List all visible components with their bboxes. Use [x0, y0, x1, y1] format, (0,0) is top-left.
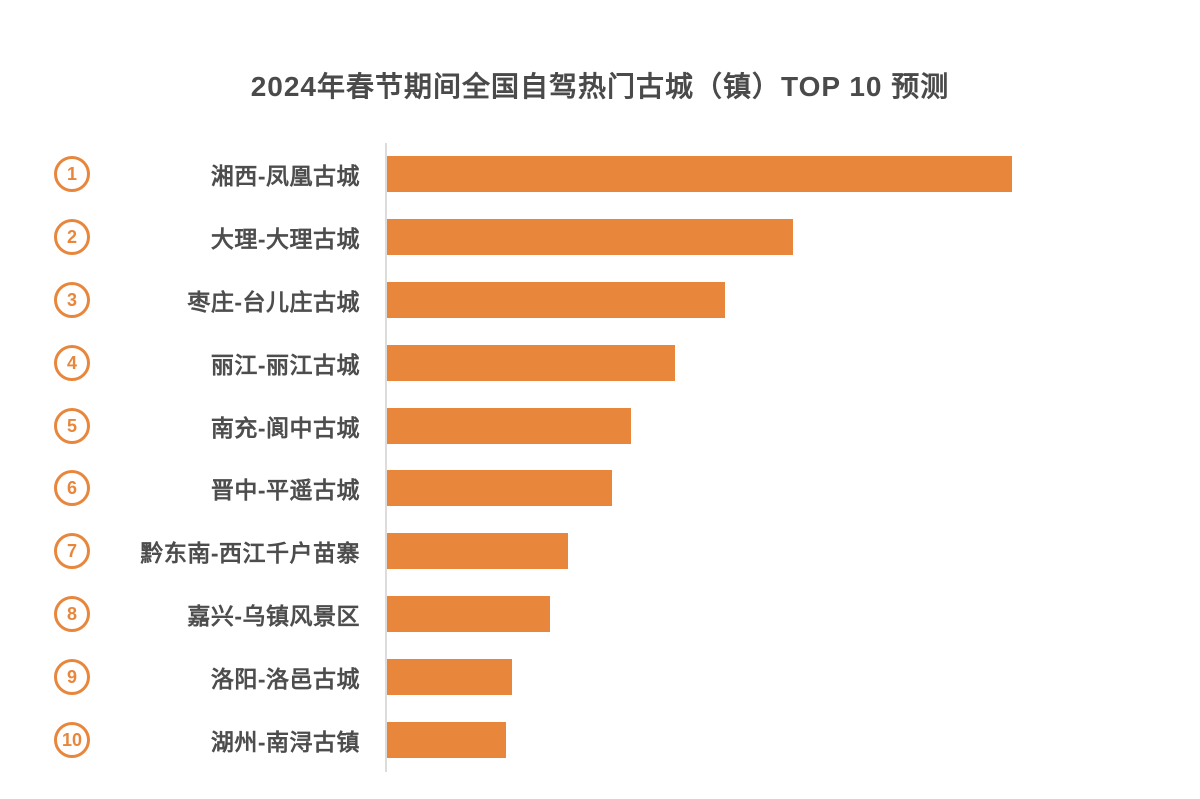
category-label: 洛阳-洛邑古城 — [210, 666, 360, 693]
rank-badge: 6 — [54, 470, 90, 507]
chart-row: 2 大理-大理古城 — [0, 205, 1200, 269]
rank-number: 7 — [66, 541, 77, 562]
bar — [387, 407, 631, 444]
bar-chart: 1 湘西-凤凰古城 2 大理-大理古城 3 枣庄-台儿庄古城 4 丽江-丽江古城 — [0, 142, 1200, 772]
rank-badge: 3 — [54, 281, 90, 318]
rank-badge: 4 — [54, 344, 90, 381]
bar-track — [385, 457, 1200, 520]
rank-number: 8 — [66, 604, 77, 625]
chart-row: 9 洛阳-洛邑古城 — [0, 645, 1200, 709]
bar-track — [385, 519, 1200, 583]
chart-row: 6 晋中-平遥古城 — [0, 457, 1200, 520]
bar — [387, 344, 675, 381]
bar-track — [385, 394, 1200, 458]
bar-track — [385, 268, 1200, 332]
rank-badge: 1 — [54, 156, 90, 193]
rank-number: 3 — [66, 289, 77, 310]
rank-badge: 2 — [54, 218, 90, 255]
rank-number: 5 — [66, 415, 77, 436]
rank-number: 6 — [66, 478, 77, 499]
category-label: 南充-阆中古城 — [210, 414, 360, 441]
bar — [387, 533, 569, 570]
category-label: 晋中-平遥古城 — [210, 477, 360, 504]
bar-track — [385, 205, 1200, 269]
rank-number: 2 — [66, 226, 77, 247]
rank-badge: 7 — [54, 533, 90, 570]
rank-badge: 9 — [54, 659, 90, 696]
chart-row: 4 丽江-丽江古城 — [0, 331, 1200, 395]
rank-badge: 5 — [54, 407, 90, 444]
chart-row: 7 黔东南-西江千户苗寨 — [0, 519, 1200, 583]
rank-number: 10 — [61, 730, 83, 751]
chart-row: 5 南充-阆中古城 — [0, 394, 1200, 458]
chart-row: 1 湘西-凤凰古城 — [0, 142, 1200, 206]
bar-track — [385, 142, 1200, 206]
category-label: 湘西-凤凰古城 — [210, 163, 360, 190]
chart-row: 10 湖州-南浔古镇 — [0, 708, 1200, 772]
chart-row: 3 枣庄-台儿庄古城 — [0, 268, 1200, 332]
bar — [387, 596, 550, 633]
chart-row: 8 嘉兴-乌镇风景区 — [0, 582, 1200, 646]
category-label: 大理-大理古城 — [210, 225, 360, 252]
bar-track — [385, 582, 1200, 646]
bar-track — [385, 331, 1200, 395]
rank-number: 4 — [66, 352, 77, 373]
bar — [387, 470, 612, 507]
bar — [387, 281, 725, 318]
bar-track — [385, 645, 1200, 709]
rank-badge: 8 — [54, 596, 90, 633]
category-label: 枣庄-台儿庄古城 — [187, 288, 360, 315]
category-label: 黔东南-西江千户苗寨 — [140, 540, 360, 567]
rank-number: 1 — [66, 164, 77, 185]
category-label: 嘉兴-乌镇风景区 — [187, 603, 360, 630]
rank-number: 9 — [66, 667, 77, 688]
bar — [387, 218, 794, 255]
bar — [387, 722, 506, 759]
category-label: 湖州-南浔古镇 — [210, 729, 360, 756]
bar-track — [385, 708, 1200, 772]
bar — [387, 156, 1012, 193]
category-label: 丽江-丽江古城 — [210, 351, 360, 378]
bar — [387, 659, 512, 696]
rank-badge: 10 — [54, 722, 90, 759]
page-title: 2024年春节期间全国自驾热门古城（镇）TOP 10 预测 — [250, 71, 950, 102]
